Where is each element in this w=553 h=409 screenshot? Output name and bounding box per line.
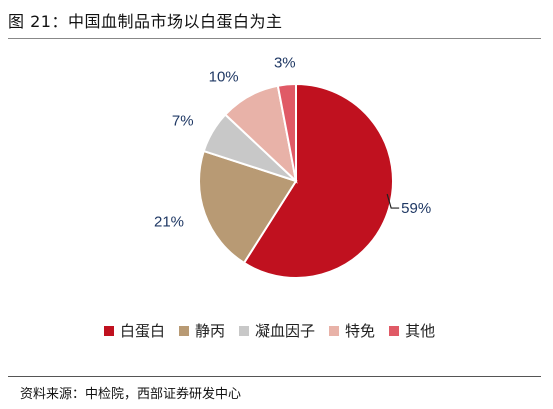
data-label-4: 3% — [274, 55, 296, 72]
source-divider — [8, 376, 541, 377]
data-label-2: 7% — [172, 112, 194, 129]
legend-label: 其他 — [405, 322, 436, 340]
legend-label: 静丙 — [195, 322, 226, 340]
pie-slice-4 — [276, 82, 297, 182]
legend-item-2: 凝血因子 — [239, 320, 315, 341]
legend-swatch — [329, 325, 340, 336]
legend-item-4: 其他 — [389, 320, 435, 341]
data-label-3: 10% — [209, 69, 239, 86]
title-divider — [8, 38, 541, 39]
legend-item-0: 白蛋白 — [104, 320, 165, 341]
source-note: 资料来源：中检院，西部证券研发中心 — [20, 387, 242, 402]
pie-chart: 59% 21% 7% 10% 3% — [154, 55, 431, 279]
legend-swatch — [239, 325, 250, 336]
legend-label: 特免 — [345, 322, 376, 340]
legend-label: 凝血因子 — [255, 322, 316, 340]
data-label-1: 21% — [154, 213, 184, 230]
legend-item-3: 特免 — [329, 320, 375, 341]
leader-line — [386, 193, 400, 209]
legend-item-1: 静丙 — [179, 320, 225, 341]
legend-swatch — [104, 325, 114, 336]
legend-swatch — [389, 325, 400, 336]
data-label-0: 59% — [401, 200, 431, 217]
pie-slice-1 — [198, 149, 298, 265]
pie-slice-0 — [242, 82, 394, 279]
legend-swatch — [179, 325, 190, 336]
legend-label: 白蛋白 — [120, 322, 166, 340]
chart-title: 图 21：中国血制品市场以白蛋白为主 — [8, 12, 283, 31]
chart-legend: 白蛋白 静丙 凝血因子 特免 其他 — [104, 320, 435, 341]
